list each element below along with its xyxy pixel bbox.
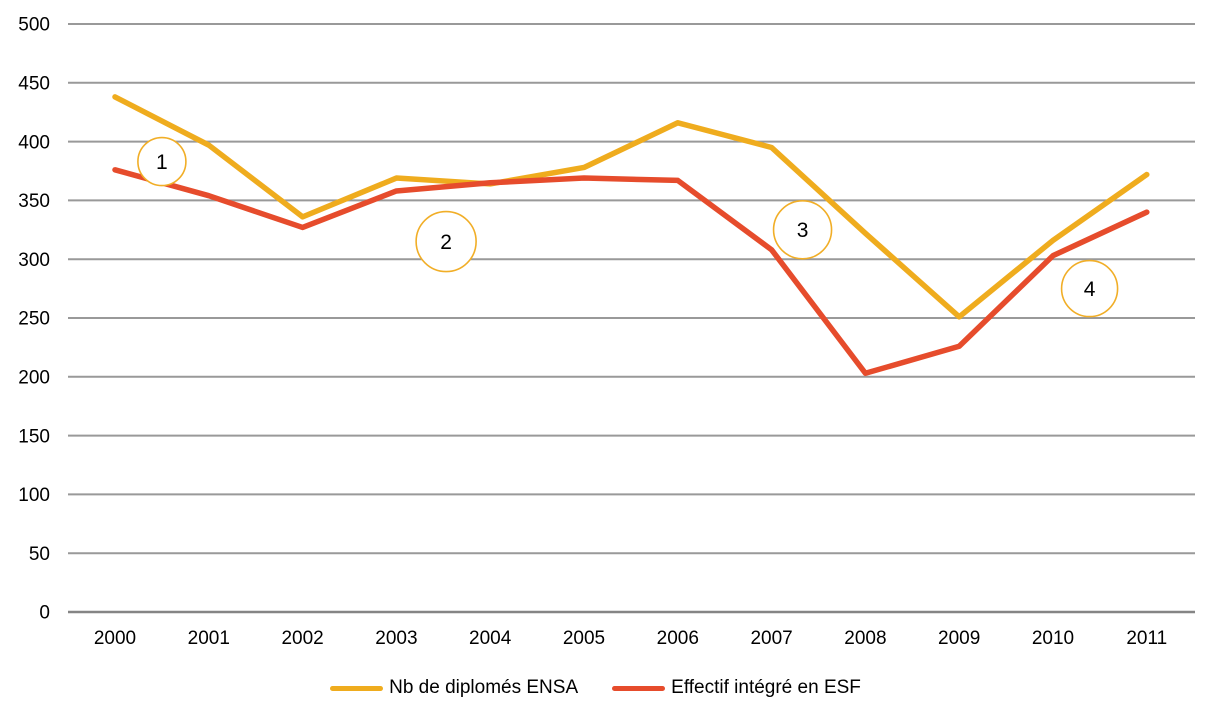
annotation-circle-4 — [1060, 259, 1119, 318]
series-line-esf — [112, 167, 1150, 377]
x-axis-label: 2002 — [281, 628, 323, 649]
legend-label-ensa: Nb de diplomés ENSA — [389, 677, 579, 698]
x-axis-label: 2007 — [750, 628, 792, 649]
x-axis-label: 2001 — [188, 628, 230, 649]
legend-item-ensa: Nb de diplomés ENSA — [330, 677, 578, 699]
y-axis-label: 500 — [18, 15, 50, 36]
legend-swatch-ensa — [330, 685, 384, 691]
legend-item-esf: Effectif intégré en ESF — [612, 677, 861, 699]
y-axis-label: 250 — [18, 309, 50, 330]
x-axis-label: 2004 — [469, 628, 512, 649]
annotation-number-3: 3 — [797, 219, 809, 242]
annotation-number-2: 2 — [440, 231, 452, 254]
x-axis-label: 2000 — [94, 628, 136, 649]
x-axis-label: 2005 — [563, 628, 605, 649]
y-axis-label: 400 — [18, 132, 50, 153]
y-axis-label: 450 — [18, 73, 50, 94]
y-axis-label: 150 — [18, 426, 50, 447]
y-axis-label: 50 — [29, 544, 50, 565]
annotation-circle-1 — [137, 136, 187, 187]
legend-label-esf: Effectif intégré en ESF — [671, 677, 861, 698]
annotation-number-4: 4 — [1084, 278, 1096, 301]
x-axis-label: 2010 — [1032, 628, 1074, 649]
series-line-ensa — [112, 94, 1150, 320]
y-axis-label: 100 — [18, 485, 50, 506]
y-axis-label: 200 — [18, 367, 50, 388]
y-axis-label: 0 — [39, 603, 50, 624]
x-axis-label: 2009 — [938, 628, 980, 649]
y-axis-label: 300 — [18, 250, 50, 271]
legend: Nb de diplomés ENSA Effectif intégré en … — [0, 673, 1191, 703]
x-axis-label: 2008 — [844, 628, 886, 649]
x-axis-label: 2003 — [375, 628, 417, 649]
annotation-circle-3 — [772, 200, 833, 260]
annotation-circle-2 — [415, 210, 477, 273]
x-axis-label: 2006 — [657, 628, 699, 649]
annotation-number-1: 1 — [156, 151, 168, 174]
legend-swatch-esf — [612, 685, 666, 691]
x-axis-label: 2011 — [1126, 628, 1167, 649]
y-axis-label: 350 — [18, 191, 50, 212]
